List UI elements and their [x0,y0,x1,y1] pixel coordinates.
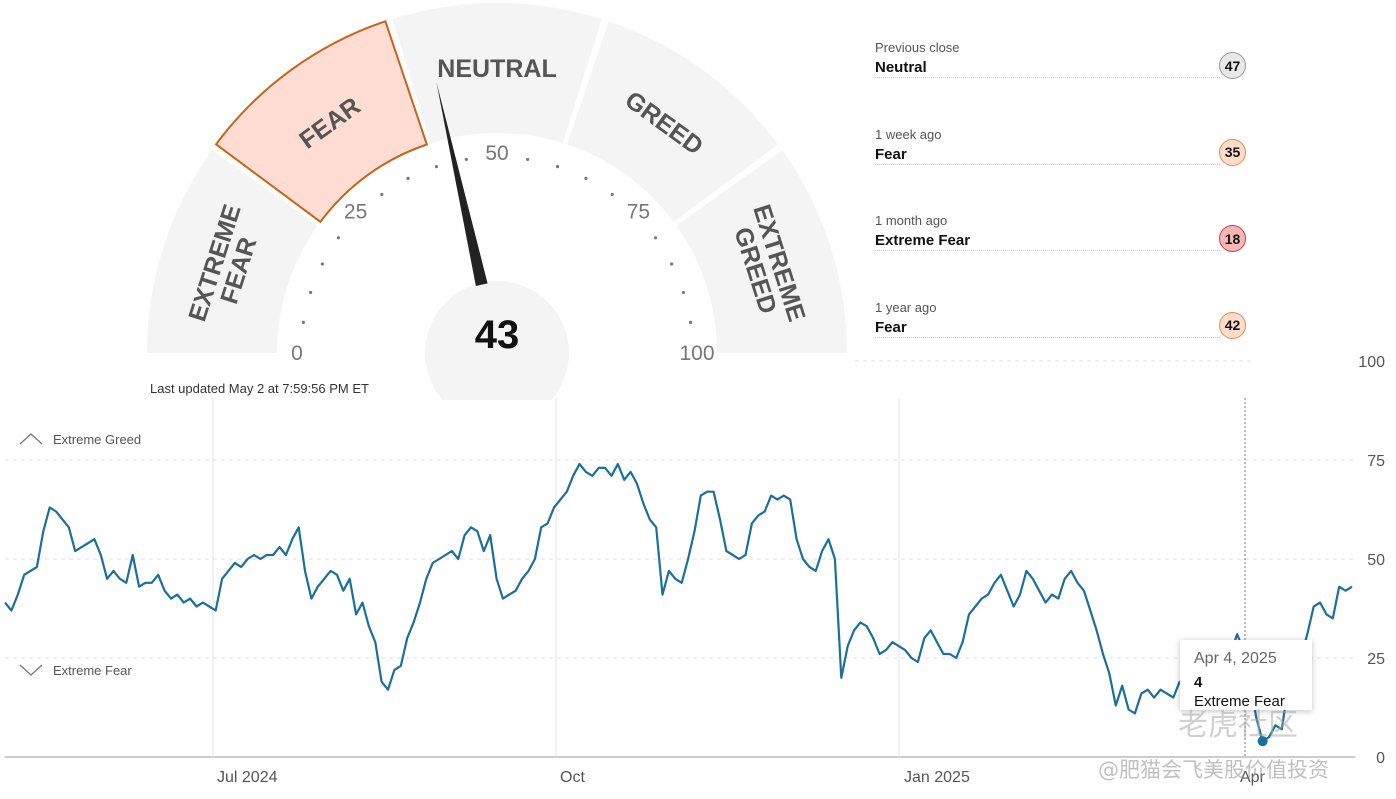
chart-band-label: Extreme Fear [53,663,132,678]
gauge-tick-dot [406,176,410,180]
comparison-badge: 42 [1219,311,1246,339]
chart-y-tick-label: 0 [1376,750,1385,767]
comparison-badge: 35 [1219,138,1246,166]
watermark-logo: 老虎社区 [1178,708,1298,743]
gauge-tick-dot [301,320,306,324]
gauge-tick-dot [380,192,384,197]
fear-greed-gauge: EXTREMEFEARFEARNEUTRALGREEDEXTREMEGREED … [147,3,847,400]
comparison-rating: Fear [875,318,907,336]
gauge-tick-dot [308,290,313,295]
chart-y-tick-label: 75 [1367,453,1385,470]
chevron-up-icon [19,433,43,445]
chart-y-tick-label: 25 [1367,651,1385,668]
gauge-tick-dots [301,157,693,324]
comparison-label: 1 month ago [875,213,948,228]
gauge-tick-dot [653,236,658,240]
comparison-divider [875,250,1220,251]
gauge-scale-label: 0 [291,342,303,365]
gauge-tick-dot [688,320,693,324]
gauge-scale-label: 25 [344,201,367,224]
gauge-segment-neutral [392,3,602,144]
comparison-divider [875,336,1220,338]
watermark-author: @肥猫会飞美股价值投资 [1098,758,1329,782]
gauge-needle [436,81,488,286]
comparison-badge: 18 [1219,225,1246,252]
gauge-tick-dot [610,192,614,197]
chart-y-tick-label: 50 [1367,552,1385,569]
comparison-divider [875,163,1220,165]
gauge-segment-greed [567,21,778,222]
comparison-label: Previous close [875,40,960,55]
tooltip-value: 4 [1194,674,1203,691]
gauge-value: 43 [475,313,520,357]
gauge-tick-dot [434,164,439,169]
gauge-tick-dot [670,262,674,266]
chart-x-tick-label: Jul 2024 [217,769,278,786]
comparison-rating: Extreme Fear [875,232,971,249]
gauge-scale-labels: 0 25 50 75 100 [291,142,714,365]
comparison-label: 1 year ago [875,299,937,315]
gauge-tick-dot [526,157,530,162]
chart-tooltip: Apr 4, 2025 4 Extreme Fear [1180,640,1312,710]
comparison-row: 1 week ago Fear 35 [875,127,1250,172]
chart-grid [5,360,1355,758]
gauge-scale-label: 100 [679,342,714,365]
chart-x-tick-label: Oct [560,769,585,786]
tooltip-rating: Extreme Fear [1194,693,1285,710]
comparison-divider [875,77,1220,78]
gauge-hub [425,281,569,400]
gauge-segment-fear [214,20,429,224]
gauge-tick-dot [320,262,324,266]
gauge-tick-dot [464,157,468,162]
chevron-down-icon [19,664,43,676]
gauge-tick-dot [681,290,686,295]
last-updated-text: Last updated May 2 at 7:59:56 PM ET [150,381,369,396]
gauge-scale-label: 50 [485,142,508,165]
chart-band-label: Extreme Greed [53,432,141,447]
comparison-row: 1 month ago Extreme Fear 18 [875,213,1250,258]
comparison-badge: 47 [1219,52,1246,79]
comparison-rating: Neutral [875,59,927,76]
comparison-label: 1 week ago [875,126,942,142]
gauge-segment-extreme-fear [147,150,318,353]
chart-x-tick-label: Jan 2025 [904,769,970,786]
gauge-segment-extreme-greed [676,150,847,353]
chart-band-labels: Extreme Greed Extreme Fear [19,432,141,678]
gauge-tick-dot [336,236,341,240]
gauge-tick-dot [555,164,560,169]
gauge-tick-dot [584,176,588,180]
comparison-row: Previous close Neutral 47 [875,40,1250,85]
series-line-fear-greed [4,462,1353,743]
comparison-rating: Fear [875,145,907,163]
gauge-scale-label: 75 [627,201,650,224]
tooltip-date: Apr 4, 2025 [1194,650,1277,667]
comparison-row: 1 year ago Fear 42 [875,300,1250,345]
gauge-segment-label: NEUTRAL [437,55,556,83]
